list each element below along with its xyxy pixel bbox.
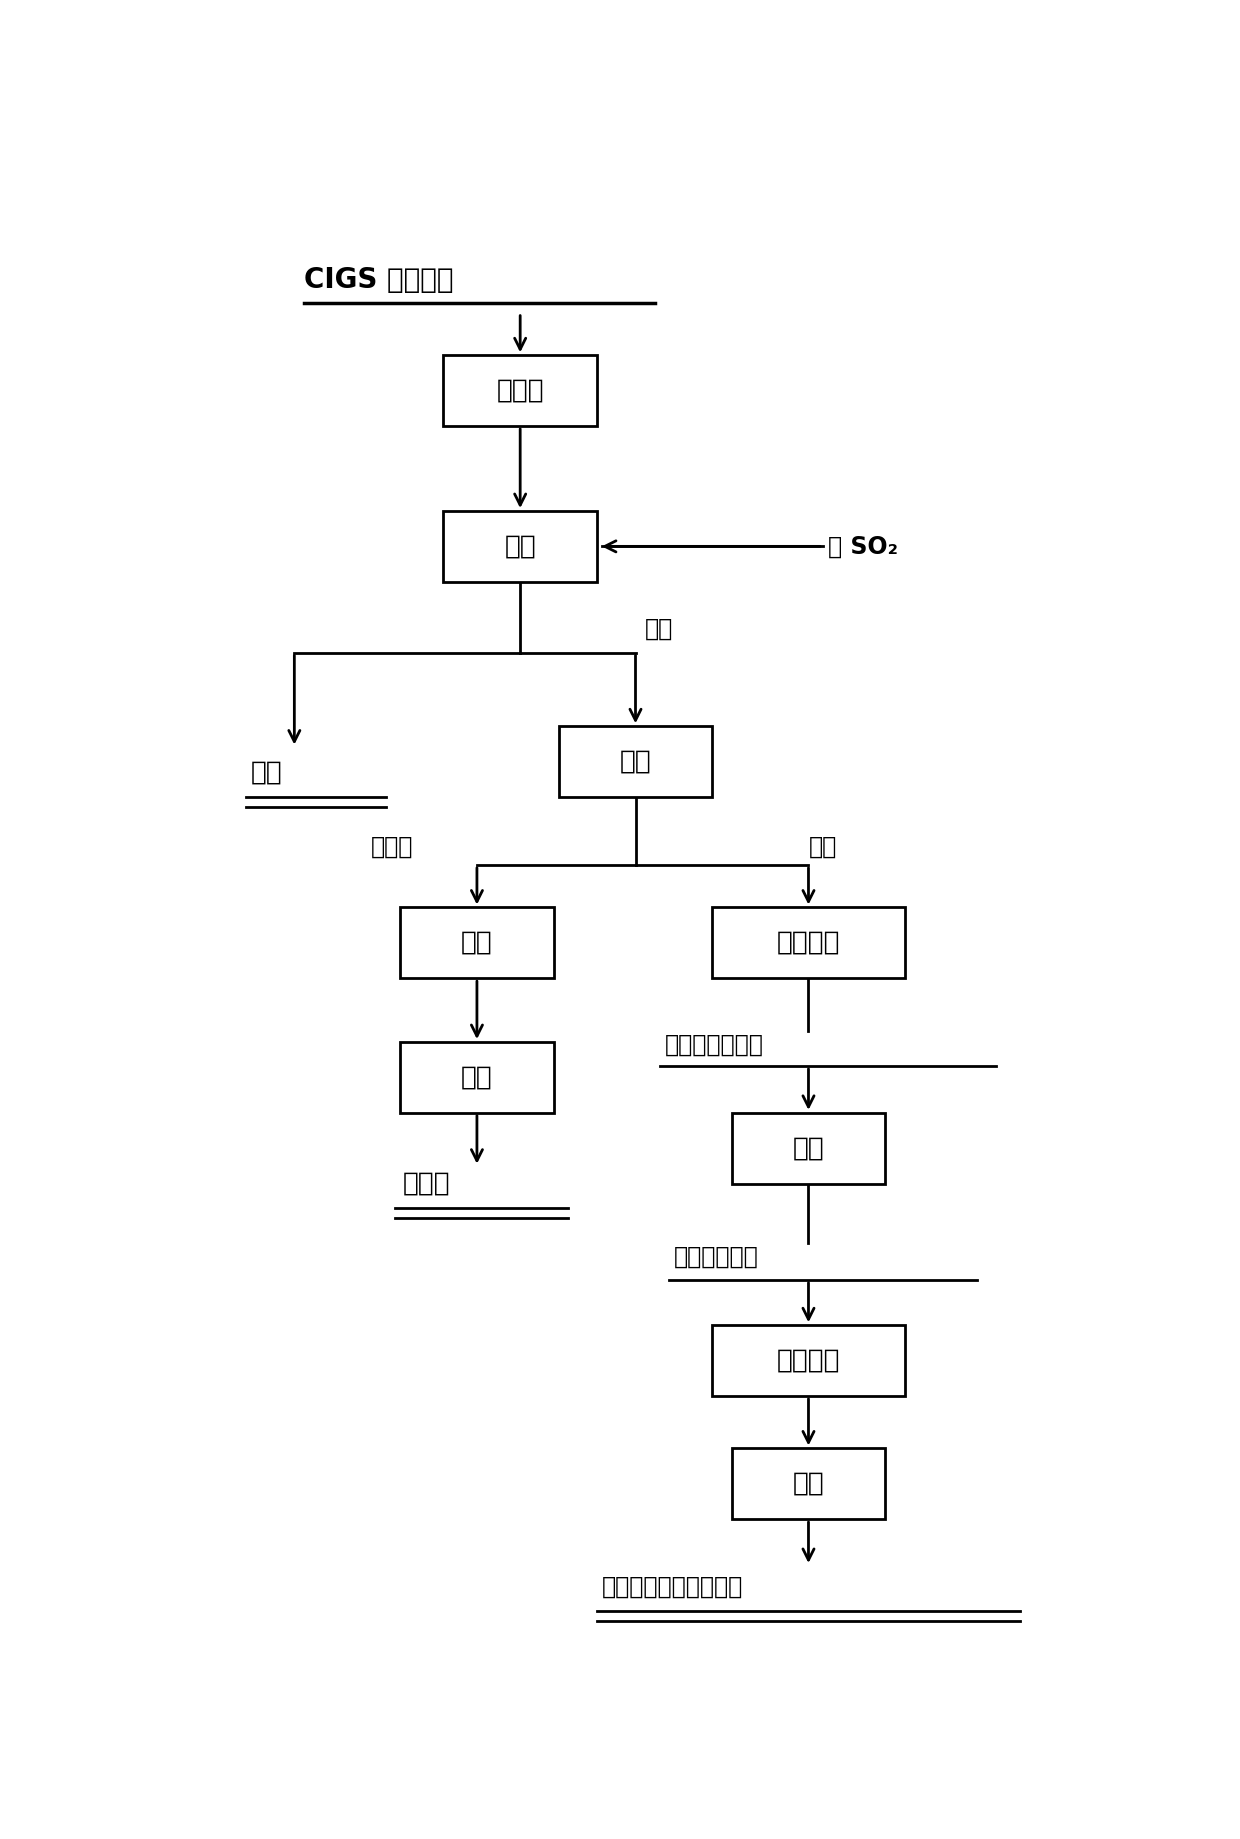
Bar xyxy=(401,907,554,978)
Bar xyxy=(444,355,596,427)
Bar xyxy=(444,511,596,581)
Text: 镓、铟氧化物: 镓、铟氧化物 xyxy=(675,1245,759,1269)
Text: 滤液: 滤液 xyxy=(645,616,673,640)
Bar xyxy=(732,1113,885,1184)
Text: 中和沉淀: 中和沉淀 xyxy=(776,931,841,956)
Text: 提纯: 提纯 xyxy=(792,1471,825,1497)
Text: 水相: 水相 xyxy=(808,835,837,859)
Text: CIGS 腔室废料: CIGS 腔室废料 xyxy=(304,267,454,294)
Bar xyxy=(713,1326,905,1396)
Text: 焙烧: 焙烧 xyxy=(792,1135,825,1160)
Text: 电溶解: 电溶解 xyxy=(496,377,544,403)
Text: 电积: 电积 xyxy=(461,1065,492,1091)
Bar xyxy=(713,907,905,978)
Text: 高纯镓、铟金属混合物: 高纯镓、铟金属混合物 xyxy=(601,1576,743,1600)
Text: 有机相: 有机相 xyxy=(371,835,414,859)
Text: 沉硒: 沉硒 xyxy=(505,533,536,559)
Bar xyxy=(558,726,712,796)
Bar xyxy=(732,1449,885,1519)
Text: 阴极铜: 阴极铜 xyxy=(403,1171,450,1197)
Text: 镓、铟氢氧化物: 镓、铟氢氧化物 xyxy=(665,1034,763,1057)
Bar xyxy=(401,1043,554,1113)
Text: 通 SO₂: 通 SO₂ xyxy=(828,535,898,559)
Text: 粗硒: 粗硒 xyxy=(250,760,283,785)
Text: 还原熔炼: 还原熔炼 xyxy=(776,1348,841,1374)
Text: 萃取: 萃取 xyxy=(620,748,651,774)
Text: 反萃: 反萃 xyxy=(461,931,492,956)
